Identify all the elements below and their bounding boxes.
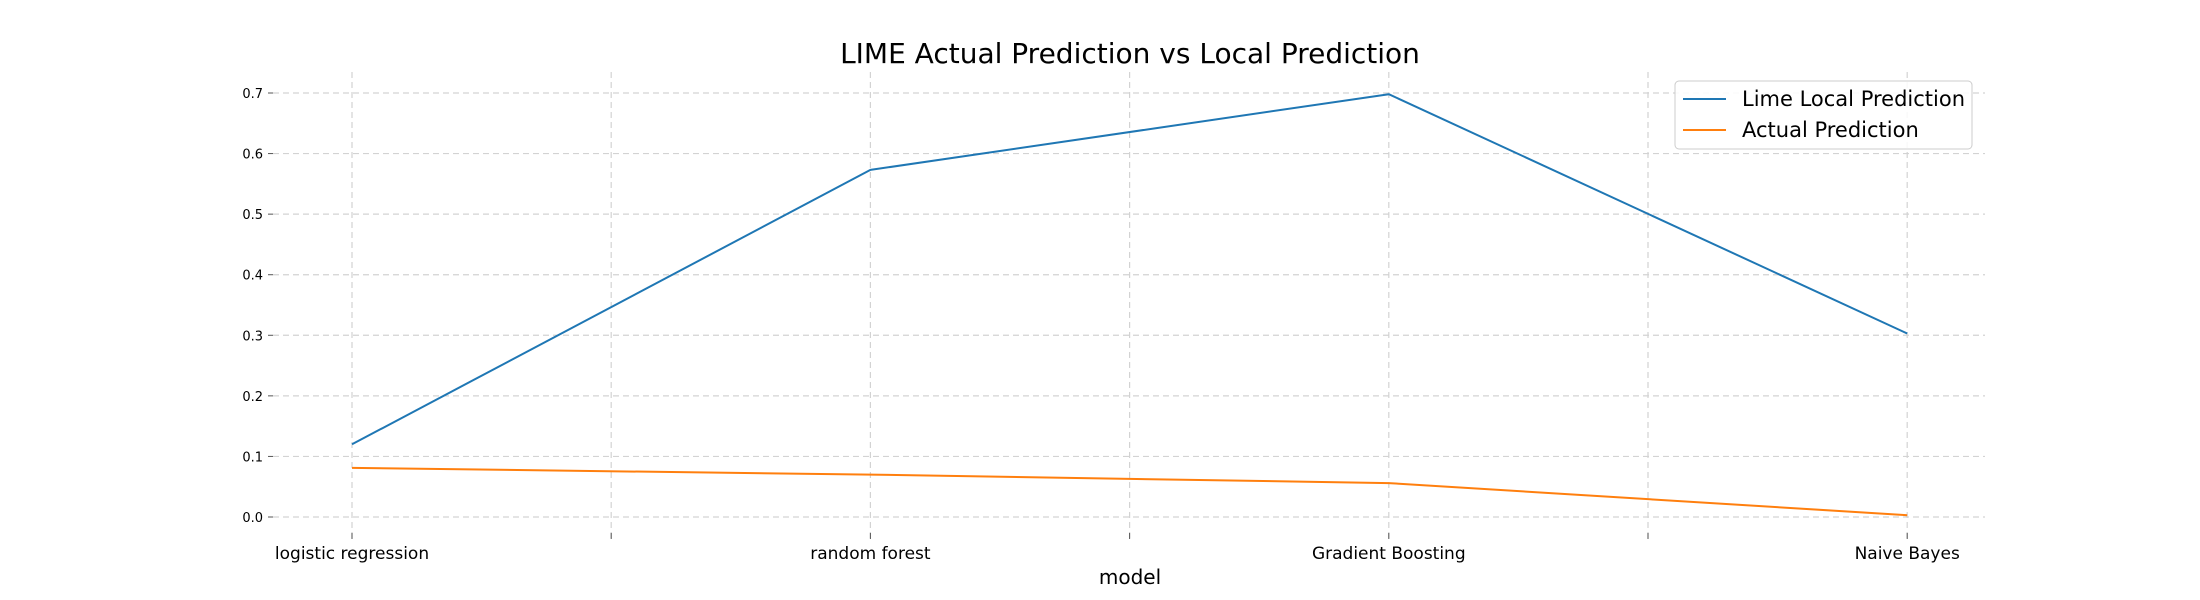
x-tick-label: Gradient Boosting: [1312, 544, 1466, 564]
x-axis-label: model: [1099, 565, 1161, 589]
y-axis-ticks: 0.0 0.1 0.2 0.3 0.4 0.5 0.6 0.7: [242, 87, 273, 526]
y-tick-label: 0.7: [242, 87, 263, 102]
legend-box: [1674, 80, 1973, 150]
y-tick-label: 0.6: [242, 148, 263, 163]
x-tick-label: random forest: [810, 544, 931, 564]
legend-label: Lime Local Prediction: [1742, 87, 1965, 111]
x-axis-ticks: logistic regression random forest Gradient…: [275, 533, 1960, 564]
legend-label: Actual Prediction: [1742, 118, 1919, 142]
x-tick-label: logistic regression: [275, 544, 429, 564]
series-lines: [351, 93, 1908, 517]
series-line-actual-prediction: [351, 466, 1908, 517]
chart-title: LIME Actual Prediction vs Local Predicti…: [840, 37, 1420, 70]
series-line-lime-local-prediction: [351, 93, 1908, 446]
y-tick-label: 0.0: [242, 511, 263, 526]
y-tick-label: 0.4: [242, 269, 263, 284]
y-tick-label: 0.2: [242, 390, 263, 405]
y-tick-label: 0.3: [242, 329, 263, 344]
y-tick-label: 0.1: [242, 450, 263, 465]
x-tick-label: Naive Bayes: [1855, 544, 1960, 564]
y-tick-label: 0.5: [242, 208, 263, 223]
legend: Lime Local Prediction Actual Prediction: [1674, 80, 1973, 150]
